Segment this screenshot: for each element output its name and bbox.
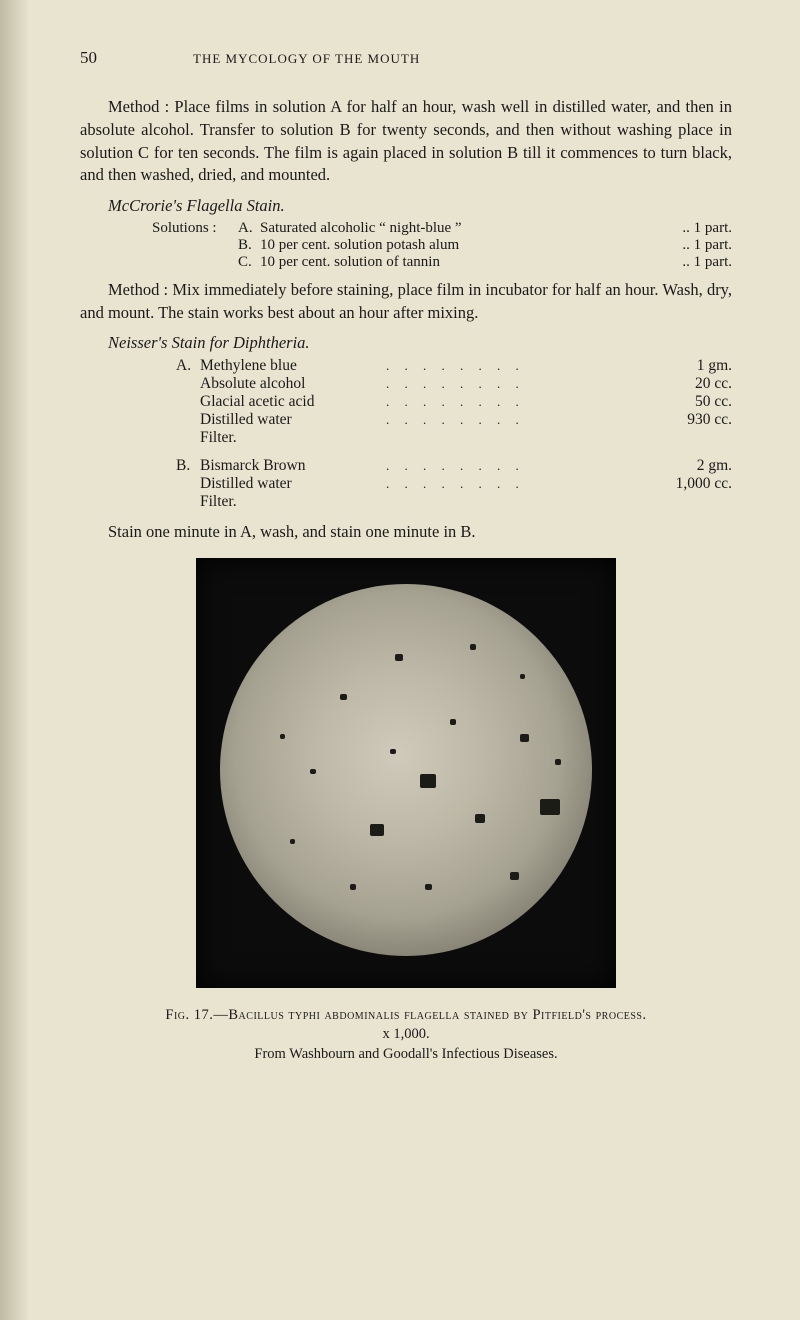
speck: [450, 719, 456, 725]
recipe-name: Filter.: [200, 429, 380, 447]
speck: [280, 734, 285, 739]
recipe-amount: 930 cc.: [662, 411, 732, 429]
recipe-letter: B.: [176, 457, 200, 475]
recipe-name: Distilled water: [200, 411, 380, 429]
recipe-dots: . . . . . . . .: [380, 376, 662, 392]
recipe-dots: . . . . . . . .: [380, 458, 662, 474]
recipe-amount: 1,000 cc.: [662, 475, 732, 493]
figure-label: Fig. 17.—: [165, 1007, 228, 1023]
figure-frame: [196, 558, 616, 988]
solution-letter: C.: [238, 254, 260, 271]
solution-text: Saturated alcoholic “ night-blue ”: [260, 220, 682, 237]
speck: [340, 694, 347, 700]
speck: [470, 644, 476, 650]
recipe-row: Distilled water . . . . . . . . 1,000 cc…: [80, 475, 732, 493]
paragraph-method-2: Method : Mix immediately before staining…: [80, 279, 732, 325]
solution-letter: A.: [238, 220, 260, 237]
speck: [395, 654, 403, 661]
solution-amount: .. 1 part.: [682, 254, 732, 271]
paragraph-method-1: Method : Place films in solution A for h…: [80, 96, 732, 187]
recipe-row: Absolute alcohol . . . . . . . . 20 cc.: [80, 375, 732, 393]
recipe-letter: A.: [176, 357, 200, 375]
recipe-name: Distilled water: [200, 475, 380, 493]
speck: [555, 759, 561, 765]
recipe-row: Glacial acetic acid . . . . . . . . 50 c…: [80, 393, 732, 411]
speck: [290, 839, 295, 844]
recipe-dots: . . . . . . . .: [380, 358, 662, 374]
recipe-name: Glacial acetic acid: [200, 393, 380, 411]
paragraph-stain: Stain one minute in A, wash, and stain o…: [80, 521, 732, 544]
recipe-name: Methylene blue: [200, 357, 380, 375]
solution-row: Solutions : A. Saturated alcoholic “ nig…: [80, 220, 732, 237]
speck: [520, 734, 529, 742]
recipe-amount: 2 gm.: [662, 457, 732, 475]
solution-text: 10 per cent. solution potash alum: [260, 237, 682, 254]
figure-title: Bacillus typhi abdominalis flagella stai…: [228, 1007, 646, 1023]
speck: [310, 769, 316, 774]
speck: [475, 814, 485, 823]
solution-text: 10 per cent. solution of tannin: [260, 254, 682, 271]
speck: [390, 749, 396, 754]
speck: [370, 824, 384, 836]
microscope-field: [220, 584, 592, 956]
recipe-amount: 1 gm.: [662, 357, 732, 375]
running-head: THE MYCOLOGY OF THE MOUTH: [193, 51, 420, 67]
recipe-dots: . . . . . . . .: [380, 412, 662, 428]
figure-block: Fig. 17.—Bacillus typhi abdominalis flag…: [80, 558, 732, 1065]
recipe-dots: . . . . . . . .: [380, 394, 662, 410]
solution-row: C. 10 per cent. solution of tannin .. 1 …: [80, 254, 732, 271]
recipe-name: Filter.: [200, 493, 380, 511]
page-header: 50 THE MYCOLOGY OF THE MOUTH: [80, 48, 732, 68]
recipe-name: Absolute alcohol: [200, 375, 380, 393]
recipe-amount: 50 cc.: [662, 393, 732, 411]
speck: [350, 884, 356, 890]
recipe-row: B. Bismarck Brown . . . . . . . . 2 gm.: [80, 457, 732, 475]
solution-amount: .. 1 part.: [682, 220, 732, 237]
recipe-name: Bismarck Brown: [200, 457, 380, 475]
recipe-dots: . . . . . . . .: [380, 476, 662, 492]
solution-letter: B.: [238, 237, 260, 254]
recipe-row: Filter.: [80, 493, 732, 511]
solutions-block: Solutions : A. Saturated alcoholic “ nig…: [80, 220, 732, 271]
recipe-a: A. Methylene blue . . . . . . . . 1 gm. …: [80, 357, 732, 447]
recipe-amount: 20 cc.: [662, 375, 732, 393]
figure-source: From Washbourn and Goodall's Infectious …: [254, 1046, 557, 1062]
speck: [520, 674, 525, 679]
recipe-row: Distilled water . . . . . . . . 930 cc.: [80, 411, 732, 429]
page-number: 50: [80, 48, 97, 68]
solutions-lead: Solutions :: [152, 220, 238, 237]
figure-magnification: x 1,000.: [382, 1026, 429, 1042]
recipe-row: A. Methylene blue . . . . . . . . 1 gm.: [80, 357, 732, 375]
speck: [420, 774, 436, 788]
speck: [425, 884, 432, 890]
figure-caption: Fig. 17.—Bacillus typhi abdominalis flag…: [80, 1006, 732, 1065]
solution-row: B. 10 per cent. solution potash alum .. …: [80, 237, 732, 254]
mccrorie-heading: McCrorie's Flagella Stain.: [80, 195, 732, 218]
recipe-row: Filter.: [80, 429, 732, 447]
solution-amount: .. 1 part.: [682, 237, 732, 254]
recipe-b: B. Bismarck Brown . . . . . . . . 2 gm. …: [80, 457, 732, 511]
speck: [510, 872, 519, 880]
speck: [540, 799, 560, 815]
neisser-heading: Neisser's Stain for Diphtheria.: [80, 332, 732, 355]
